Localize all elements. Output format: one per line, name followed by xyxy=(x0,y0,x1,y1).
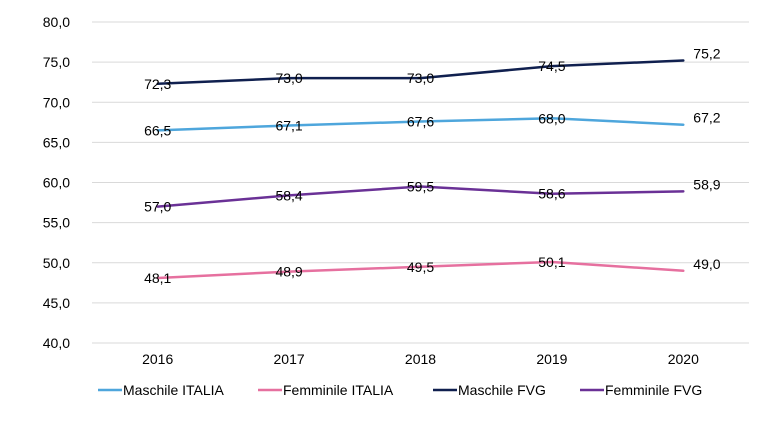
data-label-maschile-italia: 67,2 xyxy=(693,110,720,126)
y-tick-label: 70,0 xyxy=(43,94,70,110)
data-label-femminile-italia: 48,9 xyxy=(275,264,302,280)
x-axis: 2016 2017 2018 2019 2020 xyxy=(142,351,699,367)
gridlines xyxy=(92,21,749,344)
data-label-femminile-fvg: 58,6 xyxy=(538,186,565,202)
series-line-femminile-italia xyxy=(156,260,685,280)
data-label-maschile-fvg: 75,2 xyxy=(693,46,720,62)
y-tick-label: 80,0 xyxy=(43,14,70,30)
series-line-femminile-fvg xyxy=(156,185,685,208)
data-label-maschile-fvg: 74,5 xyxy=(538,58,565,74)
data-label-maschile-fvg: 73,0 xyxy=(275,70,302,86)
legend-label: Maschile ITALIA xyxy=(123,382,225,398)
data-label-maschile-italia: 66,5 xyxy=(144,122,171,138)
data-label-femminile-fvg: 59,5 xyxy=(407,179,434,195)
legend-item-maschile-fvg: Maschile FVG xyxy=(433,382,546,398)
legend-label: Femminile FVG xyxy=(605,382,702,398)
y-tick-label: 40,0 xyxy=(43,335,70,351)
series-line-maschile-italia xyxy=(156,117,685,132)
legend-item-femminile-fvg: Femminile FVG xyxy=(580,382,702,398)
data-label-femminile-italia: 48,1 xyxy=(144,270,171,286)
data-label-maschile-fvg: 73,0 xyxy=(407,70,434,86)
y-tick-label: 65,0 xyxy=(43,134,70,150)
x-tick-label: 2019 xyxy=(536,351,567,367)
y-tick-label: 75,0 xyxy=(43,54,70,70)
legend-item-maschile-italia: Maschile ITALIA xyxy=(98,382,225,398)
y-tick-label: 45,0 xyxy=(43,295,70,311)
y-tick-label: 50,0 xyxy=(43,255,70,271)
data-label-maschile-fvg: 72,3 xyxy=(144,76,171,92)
legend: Maschile ITALIA Femminile ITALIA Maschile … xyxy=(98,382,702,398)
data-labels: 66,5 67,1 67,6 68,0 67,2 48,1 48,9 49,5 50,1 49,0… xyxy=(144,46,721,286)
x-tick-label: 2018 xyxy=(405,351,436,367)
data-label-maschile-italia: 68,0 xyxy=(538,110,565,126)
series-lines xyxy=(156,59,685,280)
data-label-maschile-italia: 67,6 xyxy=(407,114,434,130)
series-line-maschile-fvg xyxy=(156,59,685,86)
y-axis: 40,0 45,0 50,0 55,0 60,0 65,0 70,0 75,0 80,0 xyxy=(43,14,70,351)
data-label-femminile-italia: 50,1 xyxy=(538,254,565,270)
y-tick-label: 55,0 xyxy=(43,215,70,231)
data-label-femminile-italia: 49,0 xyxy=(693,256,720,272)
x-tick-label: 2017 xyxy=(274,351,305,367)
data-label-maschile-italia: 67,1 xyxy=(275,118,302,134)
legend-label: Femminile ITALIA xyxy=(283,382,394,398)
x-tick-label: 2020 xyxy=(668,351,699,367)
legend-label: Maschile FVG xyxy=(458,382,546,398)
y-tick-label: 60,0 xyxy=(43,175,70,191)
x-tick-label: 2016 xyxy=(142,351,173,367)
data-label-femminile-italia: 49,5 xyxy=(407,259,434,275)
data-label-femminile-fvg: 57,0 xyxy=(144,199,171,215)
legend-item-femminile-italia: Femminile ITALIA xyxy=(258,382,394,398)
data-label-femminile-fvg: 58,9 xyxy=(693,176,720,192)
data-label-femminile-fvg: 58,4 xyxy=(275,187,302,203)
